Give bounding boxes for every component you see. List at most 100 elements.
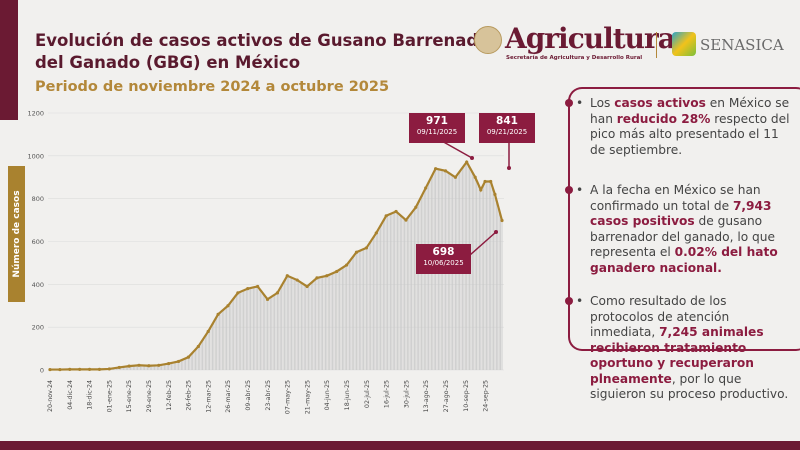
y-tick-label: 1000 <box>27 152 44 160</box>
data-point <box>256 284 260 289</box>
highlight-text: reducido 28% <box>616 111 711 126</box>
data-point <box>265 297 270 301</box>
x-tick-label: 01-ene-25 <box>106 380 113 412</box>
x-tick-label: 26-mar-25 <box>225 380 232 413</box>
data-point <box>325 274 329 278</box>
callout-date: 10/06/2025 <box>423 259 464 267</box>
senasica-logo: SENASICA <box>700 36 784 54</box>
arrow-head <box>494 230 498 234</box>
x-tick-label: 29-ene-25 <box>146 380 153 412</box>
bullet-2: A la fecha en México se han confirmado u… <box>576 183 790 276</box>
x-tick-label: 10-sep-25 <box>463 380 470 412</box>
data-point <box>414 205 418 209</box>
x-tick-label: 04-jun-25 <box>324 380 331 410</box>
bullet-dot <box>565 99 573 107</box>
data-point <box>424 186 428 190</box>
x-tick-label: 15-ene-25 <box>126 380 133 412</box>
y-tick-label: 600 <box>32 238 44 246</box>
bullet-text: respecto del pico más alto presentado el… <box>590 111 790 157</box>
data-point <box>384 214 388 218</box>
x-tick-label: 18-dic-24 <box>87 380 94 410</box>
x-tick-label: 09-abr-25 <box>245 380 252 411</box>
callout-value: 971 <box>426 115 448 127</box>
data-point <box>196 344 200 349</box>
data-point <box>127 364 131 368</box>
x-tick-label: 12-mar-25 <box>205 380 212 413</box>
data-point <box>58 367 62 372</box>
senasica-icon <box>672 32 696 56</box>
bullet-3: Como resultado de los protocolos de aten… <box>576 294 790 403</box>
data-point <box>68 367 72 371</box>
x-tick-label: 04-dic-24 <box>67 380 74 410</box>
data-point <box>479 188 483 192</box>
bullet-text: Como resultado de los protocolos de aten… <box>590 294 730 339</box>
callout-value: 841 <box>496 115 518 127</box>
data-point <box>305 284 309 289</box>
callout-date: 09/21/2025 <box>486 128 528 136</box>
bullet-text: en México se han <box>590 96 790 126</box>
highlight-text: 7,245 animales recibieron tratamiento op… <box>590 325 764 386</box>
y-tick-label: 400 <box>32 281 44 289</box>
x-tick-label: 18-jun-25 <box>344 380 351 410</box>
x-tick-label: 27-ago-25 <box>443 380 450 412</box>
data-point <box>226 304 230 308</box>
data-point <box>117 365 121 370</box>
data-point <box>137 363 141 367</box>
x-tick-label: 26-feb-25 <box>186 380 193 411</box>
x-tick-label: 23-abr-25 <box>265 380 272 411</box>
data-point <box>354 250 359 254</box>
data-point <box>473 175 477 179</box>
data-point <box>48 367 52 372</box>
data-point <box>483 179 487 184</box>
agricultura-logo-subtext: Secretaría de Agricultura y Desarrollo R… <box>506 55 643 61</box>
data-point <box>176 359 181 364</box>
y-tick-label: 0 <box>40 367 44 375</box>
cases-chart: 0 200 400 600 800 1000 1200 20-nov-24 04-dic-24 1… <box>27 110 511 414</box>
data-point <box>434 167 438 171</box>
data-point <box>315 276 319 280</box>
arrow-head <box>507 166 511 170</box>
callout-latest: 698 10/06/2025 <box>416 244 471 274</box>
data-point <box>275 291 280 295</box>
data-point <box>335 269 339 274</box>
seal-icon <box>474 26 502 54</box>
arrow <box>439 139 473 159</box>
data-point <box>285 274 289 278</box>
accent-bar <box>0 0 18 120</box>
bullet-text: Los <box>590 96 615 110</box>
info-panel: Los casos activos en México se han reduc… <box>565 87 800 401</box>
page-subtitle: Periodo de noviembre 2024 a octubre 2025 <box>35 79 390 95</box>
data-point <box>87 367 92 371</box>
bullet-text: , por lo que siguieron su proceso produc… <box>590 371 789 402</box>
data-point <box>345 263 349 267</box>
x-tick-label: 24-sep-25 <box>483 380 490 412</box>
x-tick-label: 16-jul-25 <box>384 380 391 408</box>
logo-divider <box>656 32 657 58</box>
callout-sep21: 841 09/21/2025 <box>479 113 535 143</box>
x-tick-label: 07-may-25 <box>285 380 292 414</box>
data-point <box>443 169 448 173</box>
arrow <box>469 231 497 256</box>
data-point <box>374 231 378 235</box>
highlight-text: 0.02% del hato ganadero nacional. <box>590 245 778 275</box>
data-point <box>246 287 250 291</box>
bullet-1: Los casos activos en México se han reduc… <box>576 96 790 158</box>
x-tick-label: 12-feb-25 <box>166 380 173 411</box>
data-point <box>493 192 497 196</box>
data-point <box>394 209 398 214</box>
y-tick-label: 800 <box>32 195 44 203</box>
y-tick-label: 1200 <box>27 110 44 118</box>
data-point <box>206 329 210 334</box>
bullet-text: de gusano barrenador del ganado, lo que … <box>590 214 776 259</box>
data-point <box>404 218 408 222</box>
x-tick-label: 30-jul-25 <box>403 380 410 408</box>
data-point <box>147 364 151 368</box>
data-point <box>78 367 82 371</box>
x-tick-label: 20-nov-24 <box>47 380 54 412</box>
data-point <box>216 312 220 316</box>
data-point <box>453 175 457 179</box>
callout-value: 698 <box>432 246 455 258</box>
footer-bar <box>0 441 800 450</box>
data-point <box>186 355 191 359</box>
data-point <box>167 361 171 366</box>
